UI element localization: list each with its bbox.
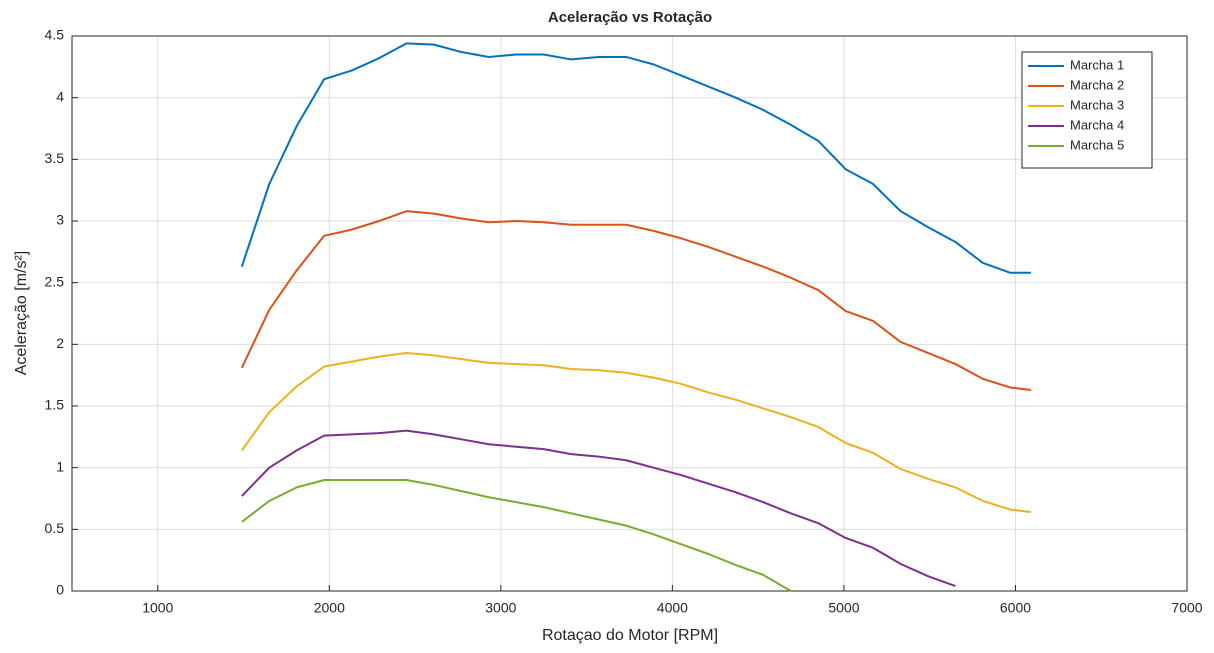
- x-tick-label: 5000: [828, 600, 859, 616]
- y-tick-label: 2.5: [45, 273, 65, 289]
- y-tick-label: 1.5: [45, 397, 65, 413]
- y-tick-label: 3.5: [45, 150, 65, 166]
- x-tick-label: 7000: [1171, 600, 1202, 616]
- plot-frame: [71, 35, 1188, 592]
- series-line: [241, 479, 792, 592]
- series-line: [240, 42, 1031, 274]
- y-tick-label: 4.5: [45, 27, 65, 43]
- legend-label: Marcha 2: [1070, 77, 1124, 92]
- series-line: [241, 351, 1032, 514]
- y-tick-label: 4: [56, 88, 64, 104]
- y-tick-label: 2: [56, 335, 64, 351]
- x-tick-label: 1000: [142, 600, 173, 616]
- x-tick-label: 2000: [314, 600, 345, 616]
- x-tick-label: 4000: [657, 600, 688, 616]
- series-line: [241, 429, 956, 588]
- x-tick-label: 3000: [485, 600, 516, 616]
- legend-label: Marcha 1: [1070, 57, 1124, 72]
- y-axis-label: Aceleração [m/s²]: [13, 251, 30, 375]
- y-tick-label: 0: [56, 582, 64, 598]
- chart-title: Aceleração vs Rotação: [548, 9, 712, 26]
- legend-label: Marcha 5: [1070, 137, 1124, 152]
- x-tick-label: 6000: [1000, 600, 1031, 616]
- x-axis-label: Rotaçao do Motor [RPM]: [542, 627, 718, 644]
- y-tick-label: 3: [56, 212, 64, 228]
- legend-box: [1021, 51, 1153, 169]
- y-tick-label: 0.5: [45, 520, 65, 536]
- legend-label: Marcha 3: [1070, 97, 1124, 112]
- legend-label: Marcha 4: [1070, 117, 1124, 132]
- y-tick-label: 1: [56, 458, 64, 474]
- series-line: [240, 210, 1032, 391]
